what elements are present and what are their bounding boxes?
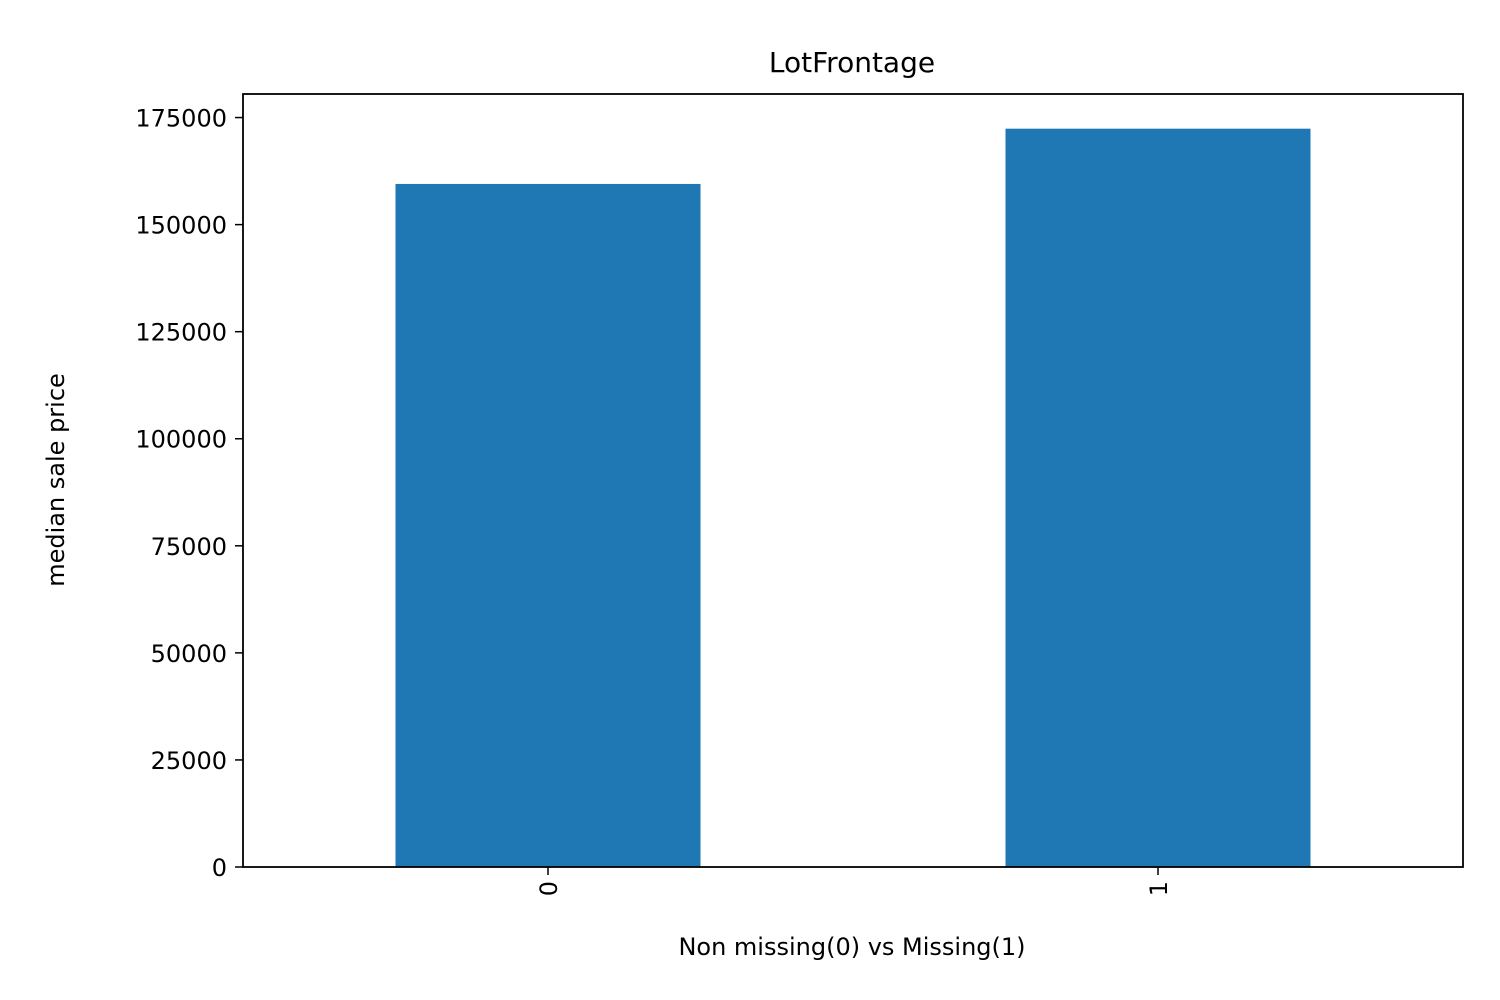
y-tick-label: 175000	[135, 105, 227, 133]
y-tick-label: 125000	[135, 319, 227, 347]
bar-1	[1005, 128, 1311, 867]
axes-frame	[242, 93, 1464, 868]
x-tick-label-0: 0	[535, 881, 563, 896]
x-tick-label-1: 1	[1145, 881, 1173, 896]
y-tick-label: 75000	[151, 533, 227, 561]
y-tick-label: 150000	[135, 212, 227, 240]
x-axis-label: Non missing(0) vs Missing(1)	[678, 933, 1025, 961]
bar-0	[395, 183, 701, 867]
y-tick-label: 100000	[135, 426, 227, 454]
plot-area: 0 1 0 25000 50000 75000 100000 125000 150000 1750…	[135, 93, 1464, 896]
y-tick-label: 0	[212, 854, 227, 882]
chart-title: LotFrontage	[769, 46, 935, 79]
y-tick-label: 25000	[151, 747, 227, 775]
y-tick-label: 50000	[151, 640, 227, 668]
y-axis-label: median sale price	[42, 373, 70, 587]
